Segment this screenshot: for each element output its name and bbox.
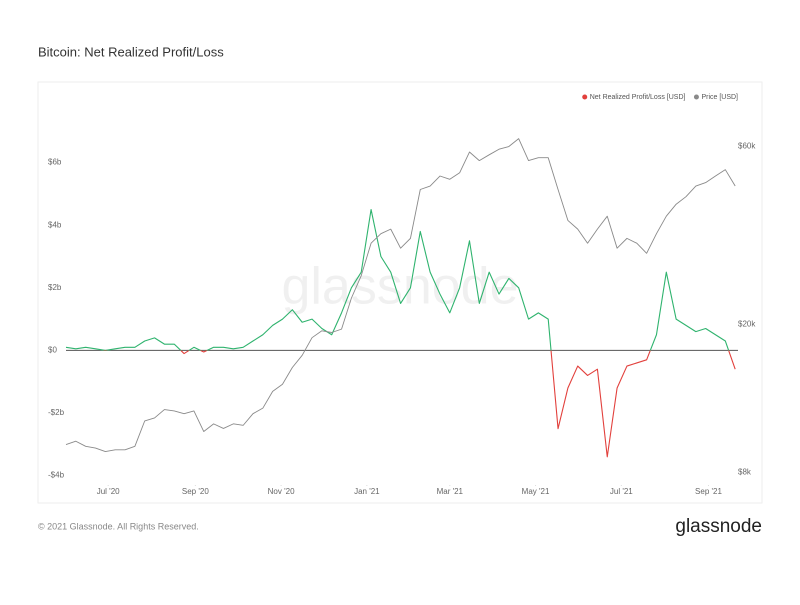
series-line — [65, 138, 736, 453]
legend-swatch — [693, 94, 699, 100]
x-tick-label: Sep '20 — [182, 487, 209, 496]
brand: glassnode — [675, 516, 762, 537]
y-tick-label: $0 — [48, 346, 57, 355]
x-tick-label: Sep '21 — [695, 487, 722, 496]
y-tick-label: $2b — [48, 283, 62, 292]
chart-title: Bitcoin: Net Realized Profit/Loss — [38, 44, 224, 59]
x-tick-label: Jan '21 — [354, 487, 380, 496]
y2-tick-label: $20k — [738, 319, 756, 328]
watermark: glassnode — [281, 258, 518, 316]
chart-card — [37, 81, 763, 504]
y-tick-label: -$4b — [48, 471, 65, 480]
x-tick-label: Nov '20 — [268, 487, 295, 496]
legend-swatch — [582, 94, 588, 100]
x-tick-label: Mar '21 — [437, 487, 464, 496]
copyright: © 2021 Glassnode. All Rights Reserved. — [38, 521, 199, 531]
x-tick-label: Jul '21 — [610, 487, 633, 496]
legend-label: Net Realized Profit/Loss [USD] — [590, 94, 686, 101]
y2-tick-label: $8k — [738, 468, 752, 477]
legend-label: Price [USD] — [701, 94, 738, 101]
x-tick-label: May '21 — [522, 487, 550, 496]
series-line — [65, 209, 736, 458]
y-tick-label: $4b — [48, 220, 62, 229]
y-tick-label: $6b — [48, 158, 62, 167]
y-tick-label: -$2b — [48, 408, 65, 417]
x-tick-label: Jul '20 — [97, 487, 120, 496]
y2-tick-label: $60k — [738, 142, 756, 151]
